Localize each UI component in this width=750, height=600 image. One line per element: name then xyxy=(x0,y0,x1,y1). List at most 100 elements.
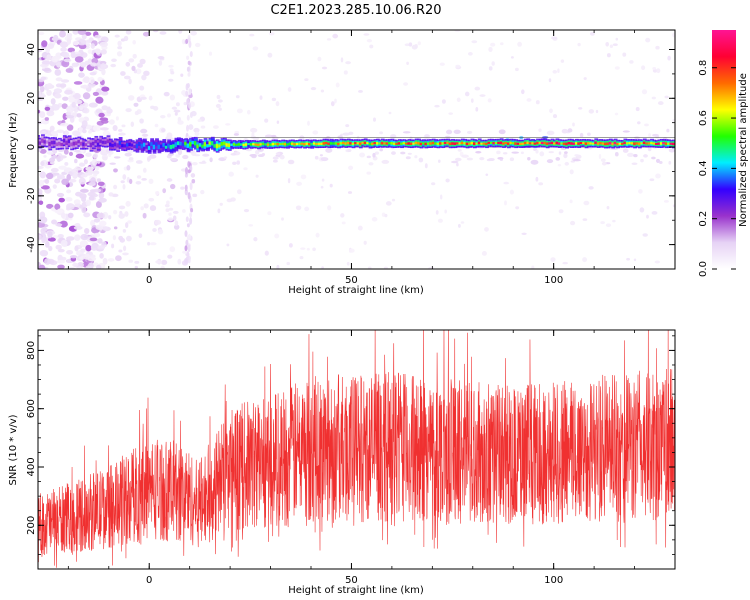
spectrogram-cell xyxy=(368,162,374,166)
spectrogram-cell xyxy=(149,205,157,212)
spectrogram-cell xyxy=(526,98,532,102)
spectrogram-cell xyxy=(113,184,118,190)
spectrogram-cell xyxy=(80,233,89,241)
spectrogram-ridge-core xyxy=(487,141,492,144)
spectrogram-cell xyxy=(359,152,366,158)
spectrogram-cell xyxy=(169,94,176,101)
spectrogram-ridge-core xyxy=(106,139,111,144)
spectrogram-cell xyxy=(106,108,113,114)
spectrogram-cell xyxy=(108,192,114,197)
spectrogram-ridge-core xyxy=(89,142,94,148)
spectrogram-ridge-core xyxy=(113,142,118,147)
spectrogram-cell xyxy=(551,36,558,40)
spectrogram-cell xyxy=(272,156,279,160)
spectrogram-ridge-core xyxy=(358,142,363,146)
spectrogram-ridge-core xyxy=(664,142,669,145)
spectrogram-ridge-core xyxy=(395,142,400,145)
spectrogram-cell xyxy=(588,109,595,114)
spectrogram-ridge-core xyxy=(259,143,264,146)
spectrogram-ridge-core xyxy=(378,142,383,145)
spectrogram-cell xyxy=(357,225,363,231)
spectrogram-cell xyxy=(84,253,91,260)
spectrogram-cell xyxy=(82,92,91,100)
spectrogram-ridge-core xyxy=(557,142,562,145)
spectrogram-cell xyxy=(125,30,132,35)
spectrogram-cell xyxy=(171,106,178,110)
x-tick-label: 0 xyxy=(146,275,152,286)
spectrogram-cell xyxy=(172,210,179,214)
spectrogram-ridge-core xyxy=(621,142,625,145)
spectrogram-ridge-core xyxy=(419,142,424,146)
spectrogram-cell xyxy=(111,58,117,63)
spectrogram-ridge-core xyxy=(312,142,317,145)
spectrogram-cell xyxy=(82,128,87,134)
spectrogram-ridge-core xyxy=(278,143,283,146)
spectrogram-cell xyxy=(645,37,651,43)
spectrogram-cell xyxy=(366,155,371,159)
y-tick-label: 800 xyxy=(26,341,37,360)
spectrogram-ridge-core xyxy=(232,143,237,146)
spectrogram-cell xyxy=(107,258,115,262)
spectrogram-cell xyxy=(155,191,160,195)
spectrogram-ridge-core xyxy=(572,142,577,145)
figure-title: C2E1.2023.285.10.06.R20 xyxy=(270,3,441,18)
spectrogram-ridge-core xyxy=(611,142,616,146)
spectrogram-cell xyxy=(550,257,556,263)
spectrogram-ridge-core xyxy=(164,145,169,149)
spectrogram-ridge-core xyxy=(647,142,652,145)
spectrogram-cell xyxy=(479,156,485,161)
spectrogram-cell xyxy=(124,211,129,217)
spectrogram-cell xyxy=(38,264,46,269)
spectrogram-ridge-core xyxy=(247,142,252,146)
spectrogram-ridge-core xyxy=(87,140,91,144)
spectrogram-cell xyxy=(83,159,88,165)
spectrogram-cell xyxy=(250,154,257,159)
spectrogram-cell xyxy=(173,109,181,113)
spectrogram-cell xyxy=(320,185,324,189)
spectrogram-cell xyxy=(77,261,85,268)
spectrogram-cell xyxy=(38,221,46,228)
spectrogram-cell xyxy=(50,98,56,105)
spectrogram-cell xyxy=(577,42,581,47)
spectrogram-cell xyxy=(252,46,259,51)
spectrogram-cell xyxy=(78,72,85,78)
spectrogram-cell xyxy=(72,40,80,46)
spectrogram-cell xyxy=(320,89,325,93)
spectrogram-cell xyxy=(200,125,206,129)
spectrogram-cell xyxy=(275,152,281,156)
spectrogram-cell xyxy=(197,119,202,123)
spectrogram-ridge-core xyxy=(315,142,320,146)
spectrogram-ridge-core xyxy=(111,143,116,148)
spectrogram-ridge-core xyxy=(82,142,87,146)
spectrogram-cell xyxy=(189,51,193,58)
snr-frame xyxy=(37,329,676,570)
spectrogram-cell xyxy=(254,150,260,155)
spectrogram-cell xyxy=(91,158,98,166)
spectrogram-cell xyxy=(167,113,171,118)
spectrogram-cell xyxy=(142,31,150,37)
spectrogram-ridge-core xyxy=(327,142,332,145)
spectrogram-cell xyxy=(92,153,98,159)
spectrogram-cell xyxy=(455,157,462,162)
spectrogram-cell xyxy=(149,242,157,246)
spectrogram-cell xyxy=(85,152,92,157)
spectrogram-cell xyxy=(363,240,367,245)
spectrogram-cell xyxy=(66,37,72,45)
spectrogram-ridge-core xyxy=(67,139,72,144)
spectrogram-cell xyxy=(166,178,173,182)
spectrogram-ridge-core xyxy=(456,142,460,145)
spectrogram-ridge-core xyxy=(254,143,259,146)
spectrogram-cell xyxy=(379,131,384,135)
spectrogram-cell xyxy=(609,44,614,48)
spectrogram-cell xyxy=(77,39,87,46)
spectrogram-cell xyxy=(170,70,175,75)
spectrogram-cell xyxy=(496,150,501,155)
spectrogram-cell xyxy=(474,86,481,91)
spectrogram-cell xyxy=(558,209,564,214)
spectrogram-cell xyxy=(102,156,108,161)
spectrogram-x-axis-label: Height of straight line (km) xyxy=(288,285,424,296)
spectrogram-cell xyxy=(213,125,219,129)
spectrogram-cell xyxy=(148,178,154,184)
spectrogram-cell xyxy=(381,159,390,164)
spectrogram-cell xyxy=(125,222,129,229)
